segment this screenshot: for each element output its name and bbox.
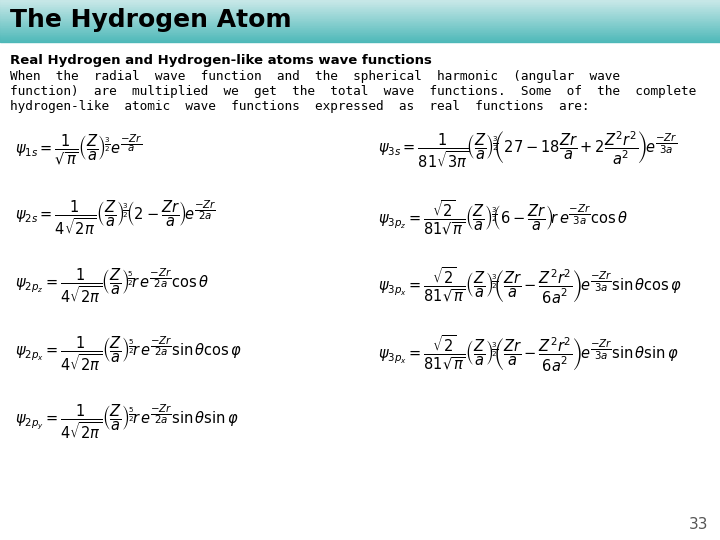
Bar: [0, 8, 720, 9]
Bar: [0, 27, 720, 28]
Bar: [0, 34, 720, 35]
Bar: [0, 13, 720, 14]
Bar: [0, 30, 720, 31]
Bar: [0, 18, 720, 19]
Bar: [0, 37, 720, 38]
Bar: [0, 32, 720, 33]
Bar: [0, 38, 720, 39]
Bar: [0, 9, 720, 10]
Bar: [0, 5, 720, 6]
Bar: [0, 6, 720, 7]
Bar: [0, 12, 720, 14]
Bar: [0, 39, 720, 40]
Text: hydrogen-like  atomic  wave  functions  expressed  as  real  functions  are:: hydrogen-like atomic wave functions expr…: [10, 100, 590, 113]
Bar: [0, 31, 720, 32]
Bar: [0, 6, 720, 8]
Bar: [0, 14, 720, 16]
Bar: [0, 7, 720, 9]
Text: $\psi_{2p_y} = \dfrac{1}{4\sqrt{2\pi}}\left(\dfrac{Z}{a}\right)^{\!\frac{5}{2}}\: $\psi_{2p_y} = \dfrac{1}{4\sqrt{2\pi}}\l…: [15, 403, 239, 441]
Bar: [0, 40, 720, 41]
Bar: [0, 36, 720, 37]
Bar: [0, 28, 720, 29]
Bar: [0, 11, 720, 12]
Bar: [0, 37, 720, 38]
Bar: [0, 35, 720, 36]
Bar: [0, 9, 720, 10]
Text: The Hydrogen Atom: The Hydrogen Atom: [10, 8, 292, 32]
Bar: [0, 2, 720, 3]
Bar: [0, 15, 720, 16]
Text: function)  are  multiplied  we  get  the  total  wave  functions.  Some  of  the: function) are multiplied we get the tota…: [10, 85, 696, 98]
Bar: [0, 2, 720, 3]
Bar: [0, 1, 720, 2]
Bar: [0, 4, 720, 5]
Bar: [0, 16, 720, 17]
Bar: [0, 10, 720, 11]
Bar: [0, 23, 720, 24]
Bar: [0, 26, 720, 28]
Bar: [0, 25, 720, 26]
Bar: [0, 0, 720, 1]
Text: $\psi_{2s} = \dfrac{1}{4\sqrt{2\pi}}\left(\dfrac{Z}{a}\right)^{\!\frac{3}{2}} \!: $\psi_{2s} = \dfrac{1}{4\sqrt{2\pi}}\lef…: [15, 199, 217, 237]
Bar: [0, 23, 720, 24]
Text: $\psi_{3p_x} = \dfrac{\sqrt{2}}{81\sqrt{\pi}}\left(\dfrac{Z}{a}\right)^{\!\frac{: $\psi_{3p_x} = \dfrac{\sqrt{2}}{81\sqrt{…: [378, 334, 679, 374]
Bar: [0, 18, 720, 19]
Bar: [0, 22, 720, 23]
Bar: [0, 4, 720, 5]
Bar: [0, 21, 720, 22]
Text: $\psi_{3p_x} = \dfrac{\sqrt{2}}{81\sqrt{\pi}}\left(\dfrac{Z}{a}\right)^{\!\frac{: $\psi_{3p_x} = \dfrac{\sqrt{2}}{81\sqrt{…: [378, 266, 683, 306]
Text: When  the  radial  wave  function  and  the  spherical  harmonic  (angular  wave: When the radial wave function and the sp…: [10, 70, 620, 83]
Text: $\psi_{2p_x} = \dfrac{1}{4\sqrt{2\pi}}\left(\dfrac{Z}{a}\right)^{\!\frac{5}{2}}\: $\psi_{2p_x} = \dfrac{1}{4\sqrt{2\pi}}\l…: [15, 335, 243, 373]
Bar: [0, 25, 720, 26]
Bar: [0, 33, 720, 35]
Text: Real Hydrogen and Hydrogen-like atoms wave functions: Real Hydrogen and Hydrogen-like atoms wa…: [10, 54, 432, 67]
Bar: [0, 32, 720, 33]
Bar: [0, 30, 720, 31]
Bar: [0, 20, 720, 21]
Text: $\psi_{3s} = \dfrac{1}{81\sqrt{3\pi}}\!\left(\dfrac{Z}{a}\right)^{\!\frac{3}{2}}: $\psi_{3s} = \dfrac{1}{81\sqrt{3\pi}}\!\…: [378, 130, 678, 170]
Bar: [0, 3, 720, 4]
Bar: [0, 29, 720, 30]
Bar: [0, 28, 720, 29]
Bar: [0, 16, 720, 17]
Text: $\psi_{3p_z} = \dfrac{\sqrt{2}}{81\sqrt{\pi}}\left(\dfrac{Z}{a}\right)^{\!\frac{: $\psi_{3p_z} = \dfrac{\sqrt{2}}{81\sqrt{…: [378, 199, 628, 237]
Bar: [0, 35, 720, 36]
Bar: [0, 14, 720, 15]
Bar: [0, 39, 720, 40]
Bar: [0, 17, 720, 18]
Text: 33: 33: [688, 517, 708, 532]
Text: $\psi_{1s} = \dfrac{1}{\sqrt{\pi}}\left(\dfrac{Z}{a}\right)^{\!\frac{3}{2}} e^{\: $\psi_{1s} = \dfrac{1}{\sqrt{\pi}}\left(…: [15, 133, 143, 167]
Bar: [0, 11, 720, 12]
Bar: [0, 19, 720, 21]
Bar: [0, 21, 720, 22]
Bar: [0, 41, 720, 42]
Bar: [0, 24, 720, 25]
Text: $\psi_{2p_z} = \dfrac{1}{4\sqrt{2\pi}}\left(\dfrac{Z}{a}\right)^{\!\frac{5}{2}}\: $\psi_{2p_z} = \dfrac{1}{4\sqrt{2\pi}}\l…: [15, 267, 209, 305]
Bar: [0, 0, 720, 2]
